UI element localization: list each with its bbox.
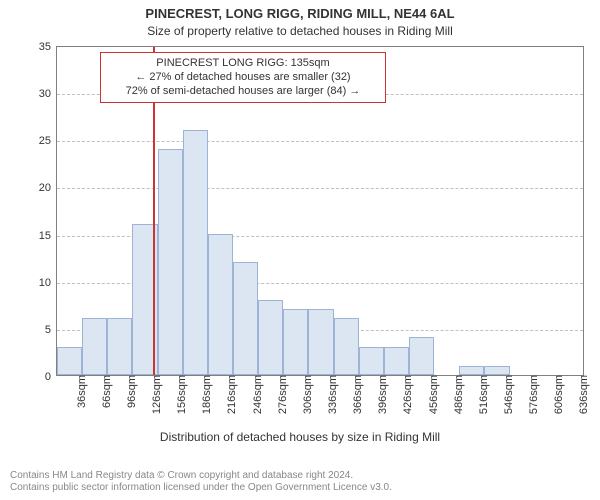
- x-tick-label: 426sqm: [400, 375, 414, 414]
- x-tick-label: 606sqm: [551, 375, 565, 414]
- x-axis-label: Distribution of detached houses by size …: [0, 430, 600, 444]
- y-tick-label: 5: [45, 324, 57, 336]
- chart-title: PINECREST, LONG RIGG, RIDING MILL, NE44 …: [0, 6, 600, 21]
- chart-subtitle: Size of property relative to detached ho…: [0, 24, 600, 38]
- annotation-box: PINECREST LONG RIGG: 135sqm← 27% of deta…: [100, 52, 386, 103]
- y-tick-label: 10: [39, 277, 57, 289]
- histogram-bar: [258, 300, 283, 375]
- y-tick-label: 15: [39, 230, 57, 242]
- x-tick-label: 546sqm: [501, 375, 515, 414]
- histogram-bar: [233, 262, 258, 375]
- x-tick-label: 366sqm: [350, 375, 364, 414]
- x-tick-label: 276sqm: [275, 375, 289, 414]
- histogram-bar: [208, 234, 233, 375]
- x-tick-label: 126sqm: [149, 375, 163, 414]
- histogram-bar: [484, 366, 509, 375]
- x-tick-label: 486sqm: [451, 375, 465, 414]
- histogram-bar: [82, 318, 107, 375]
- histogram-bar: [308, 309, 333, 375]
- gridline: [57, 141, 583, 142]
- y-tick-label: 0: [45, 371, 57, 383]
- annotation-line: PINECREST LONG RIGG: 135sqm: [105, 57, 381, 71]
- gridline: [57, 188, 583, 189]
- y-tick-label: 25: [39, 135, 57, 147]
- histogram-bar: [283, 309, 308, 375]
- histogram-bar: [183, 130, 208, 375]
- histogram-bar: [459, 366, 484, 375]
- x-tick-label: 456sqm: [426, 375, 440, 414]
- annotation-line: 72% of semi-detached houses are larger (…: [105, 85, 381, 99]
- x-tick-label: 636sqm: [576, 375, 590, 414]
- footer-line-1: Contains HM Land Registry data © Crown c…: [10, 470, 590, 482]
- x-tick-label: 96sqm: [124, 375, 138, 408]
- y-tick-label: 20: [39, 182, 57, 194]
- histogram-bar: [334, 318, 359, 375]
- histogram-bar: [384, 347, 409, 375]
- x-tick-label: 516sqm: [476, 375, 490, 414]
- x-tick-label: 216sqm: [224, 375, 238, 414]
- x-tick-label: 186sqm: [199, 375, 213, 414]
- x-tick-label: 36sqm: [74, 375, 88, 408]
- chart-container: { "title": "PINECREST, LONG RIGG, RIDING…: [0, 0, 600, 500]
- x-tick-label: 576sqm: [526, 375, 540, 414]
- x-tick-label: 246sqm: [250, 375, 264, 414]
- y-tick-label: 35: [39, 41, 57, 53]
- x-tick-label: 156sqm: [174, 375, 188, 414]
- x-tick-label: 66sqm: [99, 375, 113, 408]
- footer-attribution: Contains HM Land Registry data © Crown c…: [10, 470, 590, 494]
- footer-line-2: Contains public sector information licen…: [10, 482, 590, 494]
- x-tick-label: 336sqm: [325, 375, 339, 414]
- x-tick-label: 396sqm: [375, 375, 389, 414]
- annotation-line: ← 27% of detached houses are smaller (32…: [105, 71, 381, 85]
- x-tick-label: 306sqm: [300, 375, 314, 414]
- histogram-bar: [57, 347, 82, 375]
- histogram-bar: [158, 149, 183, 375]
- histogram-bar: [359, 347, 384, 375]
- y-tick-label: 30: [39, 88, 57, 100]
- histogram-bar: [107, 318, 132, 375]
- histogram-bar: [409, 337, 434, 375]
